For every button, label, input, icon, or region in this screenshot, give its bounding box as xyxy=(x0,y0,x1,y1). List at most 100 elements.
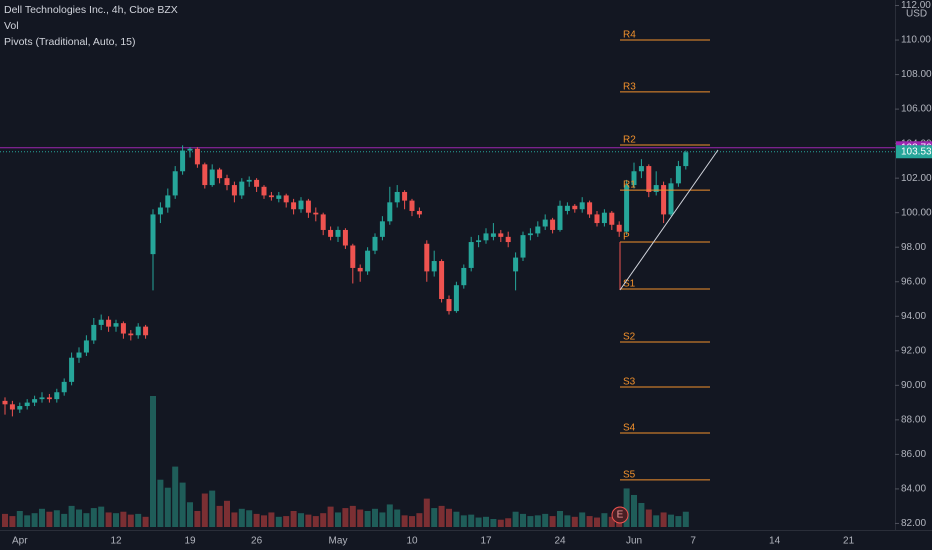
candle-body xyxy=(335,229,341,237)
volume-bar xyxy=(157,479,164,527)
candle-body xyxy=(9,404,15,410)
earnings-label[interactable]: E xyxy=(617,510,624,521)
candle-body xyxy=(180,150,186,172)
volume-bar xyxy=(83,513,90,527)
trend-line[interactable] xyxy=(619,149,719,291)
volume-bar xyxy=(623,488,630,527)
y-tick-label: 110.00 xyxy=(901,35,931,46)
volume-bar xyxy=(127,514,134,527)
volume-bar xyxy=(187,502,193,527)
volume-bar xyxy=(53,510,60,527)
candle-body xyxy=(283,195,289,203)
volume-bar xyxy=(39,508,45,527)
x-tick-label: 26 xyxy=(251,536,263,547)
candle-body xyxy=(594,214,600,224)
volume-bar xyxy=(675,516,682,527)
candle-body xyxy=(202,164,208,186)
candle-body xyxy=(106,319,112,327)
volume-bar xyxy=(113,513,119,527)
indicator-label[interactable]: Vol xyxy=(4,20,19,32)
volume-bar xyxy=(638,502,645,527)
volume-bar xyxy=(150,396,156,527)
volume-bar xyxy=(505,518,512,527)
candle-body xyxy=(261,186,267,196)
volume-bar xyxy=(16,510,23,527)
candle-body xyxy=(394,191,400,203)
candle-body xyxy=(439,261,445,300)
candle-body xyxy=(476,240,482,243)
candle-body xyxy=(483,233,489,241)
volume-bar xyxy=(668,514,674,527)
candle-body xyxy=(209,169,215,186)
volume-bar xyxy=(446,508,452,527)
volume-bar xyxy=(179,482,186,527)
candle-body xyxy=(357,267,363,272)
price-label: 103.53 xyxy=(901,146,932,157)
candle-body xyxy=(224,178,230,186)
pivot-label: R1 xyxy=(623,180,636,191)
volume-bar xyxy=(238,508,245,527)
pivot-label: R2 xyxy=(623,135,636,146)
volume-bar xyxy=(9,516,16,527)
volume-bar xyxy=(61,513,68,527)
candle-body xyxy=(453,285,459,312)
candle-body xyxy=(157,207,163,215)
candle-body xyxy=(468,242,474,268)
volume-bar xyxy=(401,515,408,527)
volume-bar xyxy=(534,515,541,527)
candle-body xyxy=(2,400,8,405)
candle-body xyxy=(113,323,119,327)
volume-bar xyxy=(460,515,467,527)
y-tick-label: 84.00 xyxy=(901,484,926,495)
candle-body xyxy=(624,185,630,232)
volume-bar xyxy=(608,516,615,527)
candle-body xyxy=(535,226,541,234)
volume-bar xyxy=(24,515,31,527)
volume-bar xyxy=(105,512,112,527)
y-tick-label: 86.00 xyxy=(901,449,926,460)
y-tick-label: 102.00 xyxy=(901,173,932,184)
currency-label[interactable]: USD xyxy=(906,9,927,20)
volume-bar xyxy=(438,505,445,527)
volume-bar xyxy=(497,519,504,527)
volume-bar xyxy=(527,516,534,527)
volume-bar xyxy=(268,512,275,527)
candle-body xyxy=(379,221,385,237)
volume-bar xyxy=(98,506,105,527)
pivot-label: S1 xyxy=(623,279,636,290)
symbol-title[interactable]: Dell Technologies Inc., 4h, Cboe BZX xyxy=(4,4,178,16)
candle-body xyxy=(572,205,578,210)
candle-body xyxy=(505,236,511,243)
volume-bar xyxy=(594,517,600,527)
volume-bar xyxy=(512,511,519,527)
candle-body xyxy=(194,148,200,165)
candle-body xyxy=(298,200,304,210)
candle-body xyxy=(387,202,393,222)
candle-body xyxy=(305,200,311,213)
volume-bar xyxy=(90,508,97,527)
candle-body xyxy=(91,324,97,341)
candle-body xyxy=(683,152,689,167)
candle-body xyxy=(54,392,60,400)
volume-bar xyxy=(571,516,578,527)
candle-body xyxy=(268,195,274,198)
volume-bar xyxy=(275,516,282,527)
candle-body xyxy=(402,191,408,201)
candle-body xyxy=(17,406,23,410)
candle-body xyxy=(46,397,52,400)
candle-body xyxy=(320,214,326,230)
candle-body xyxy=(365,250,371,272)
candle-body xyxy=(513,257,519,272)
candle-body xyxy=(350,245,356,268)
volume-bar xyxy=(431,508,438,527)
earnings-marker[interactable] xyxy=(611,506,629,524)
y-tick-label: 94.00 xyxy=(901,311,926,322)
volume-bar xyxy=(349,505,356,527)
volume-bar xyxy=(76,509,82,527)
x-tick-label: 19 xyxy=(184,536,196,547)
candle-body xyxy=(276,195,282,199)
candle-body xyxy=(498,233,504,237)
indicator-label[interactable]: Pivots (Traditional, Auto, 15) xyxy=(4,36,136,48)
candle-body xyxy=(128,333,134,336)
